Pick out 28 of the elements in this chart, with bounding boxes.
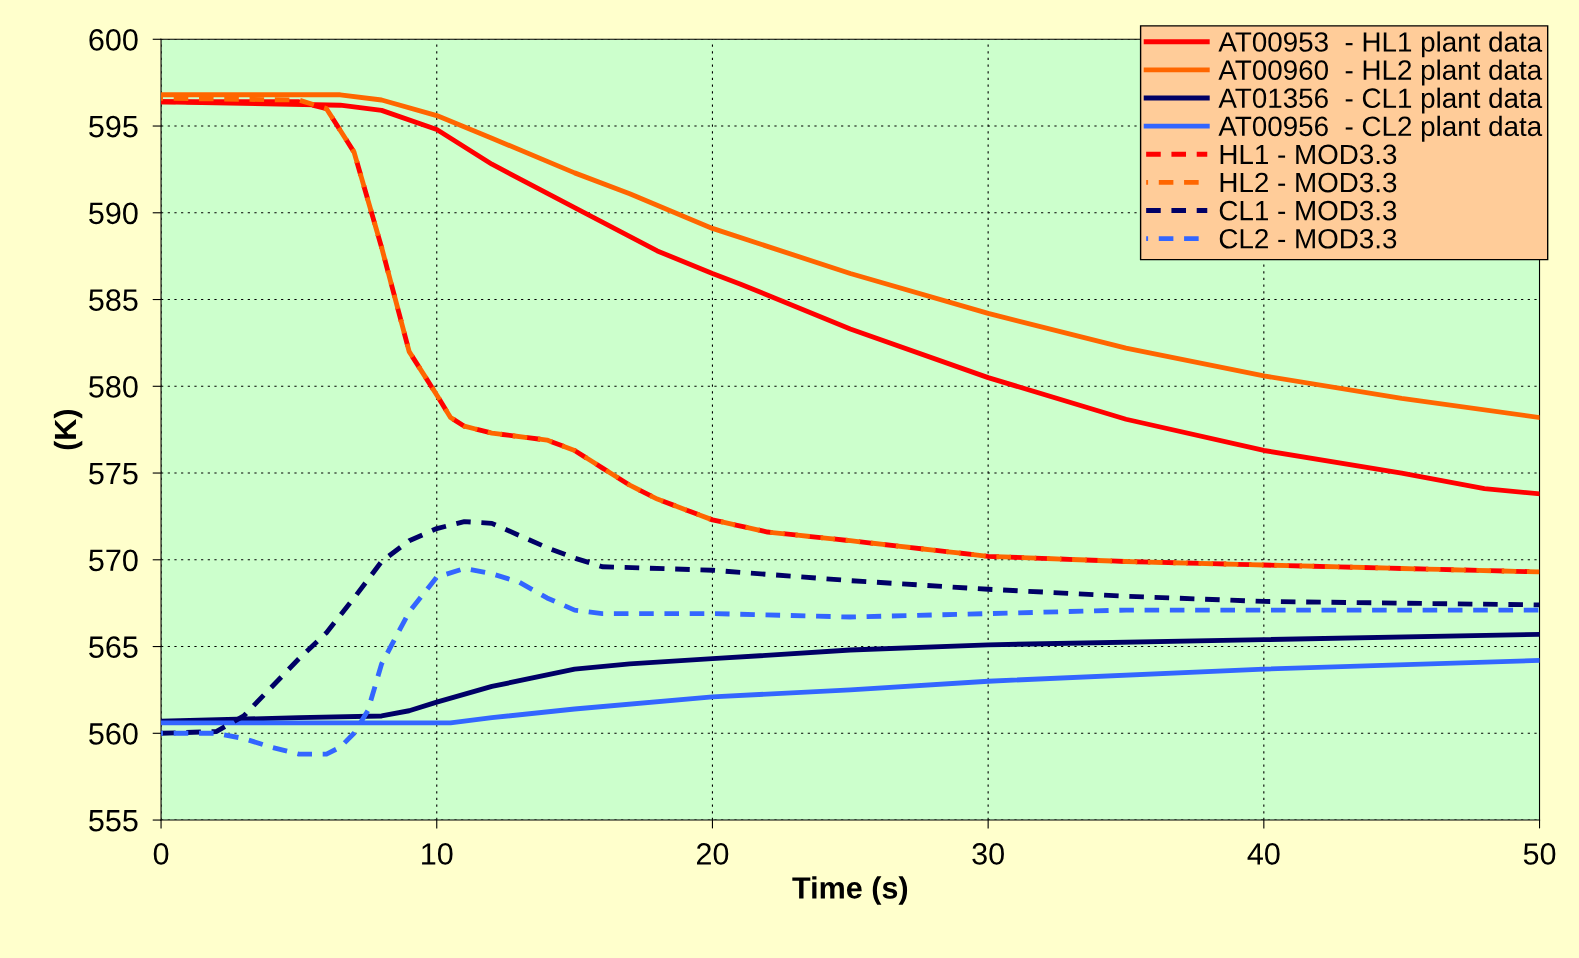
y-tick-label: 555 [89,810,138,832]
y-tick-label: 575 [89,463,138,485]
x-tick-label: 50 [1523,843,1556,865]
y-tick-label: 565 [89,636,138,658]
y-tick-label: 580 [89,376,138,398]
x-tick-label: 20 [696,843,729,865]
x-axis-title: Time (s) [792,876,908,905]
legend-label: AT00956 - CL2 plant data [1218,115,1543,142]
y-axis-title: (K) [53,409,83,450]
legend-label: HL2 - MOD3.3 [1220,172,1397,193]
line-series [161,566,1540,757]
y-tick-label: 560 [89,723,138,745]
y-tick-label: 570 [89,549,138,572]
legend-label: AT00953 - HL1 plant data [1218,31,1543,58]
y-tick-label: 585 [89,289,138,311]
x-tick-label: 10 [422,843,453,865]
y-tick-label: 590 [89,202,138,225]
x-tick-label: 40 [1247,843,1280,865]
legend-label: HL1 - MOD3.3 [1220,144,1397,165]
legend-label: AT01356 - CL1 plant data [1218,87,1543,114]
line-series [161,519,1540,736]
legend-label: AT00960 - HL2 plant data [1218,59,1543,86]
legend-label: CL1 - MOD3.3 [1219,200,1397,221]
y-tick-label: 595 [89,115,138,138]
x-tick-label: 0 [153,843,169,865]
x-tick-label: 30 [972,843,1004,865]
y-tick-label: 600 [89,29,138,51]
legend-label: CL2 - MOD3.3 [1219,228,1397,249]
